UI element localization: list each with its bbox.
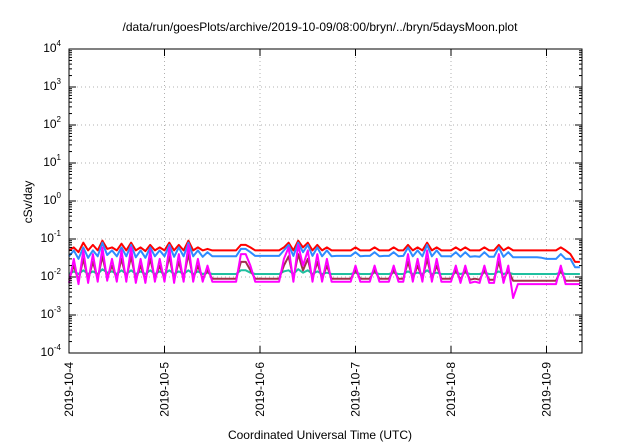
y-tick-labels: 10-4 10-3 10-2 10-1 100 101 102 103 104 (41, 39, 62, 359)
x-tick-label: 2019-10-6 (253, 362, 267, 417)
y-tick-label: 10-1 (41, 229, 62, 245)
y-tick-label: 102 (43, 115, 61, 131)
x-axis-label: Coordinated Universal Time (UTC) (227, 428, 413, 442)
series-line-1 (68, 239, 580, 263)
y-tick-label: 104 (43, 39, 61, 55)
y-tick-label: 103 (43, 77, 61, 93)
y-tick-label: 101 (43, 153, 61, 169)
axis-ticks (68, 48, 582, 354)
y-axis-label: cSv/day (21, 180, 35, 224)
y-tick-label: 10-3 (41, 305, 62, 321)
series-line-5 (68, 243, 580, 299)
x-tick-label: 2019-10-9 (540, 362, 554, 417)
series-lines (68, 239, 580, 299)
x-tick-label: 2019-10-7 (349, 362, 363, 417)
x-tick-label: 2019-10-5 (158, 362, 172, 417)
series-line-2 (68, 241, 580, 269)
chart-title: /data/run/goesPlots/archive/2019-10-09/0… (122, 20, 518, 34)
x-tick-labels: 2019-10-4 2019-10-5 2019-10-6 2019-10-7 2019… (62, 362, 554, 417)
y-tick-label: 10-2 (41, 267, 62, 283)
y-tick-label: 100 (43, 191, 61, 207)
x-tick-label: 2019-10-8 (444, 362, 458, 417)
x-tick-label: 2019-10-4 (62, 362, 76, 417)
y-tick-label: 10-4 (41, 343, 62, 359)
grid-lines (69, 48, 582, 354)
